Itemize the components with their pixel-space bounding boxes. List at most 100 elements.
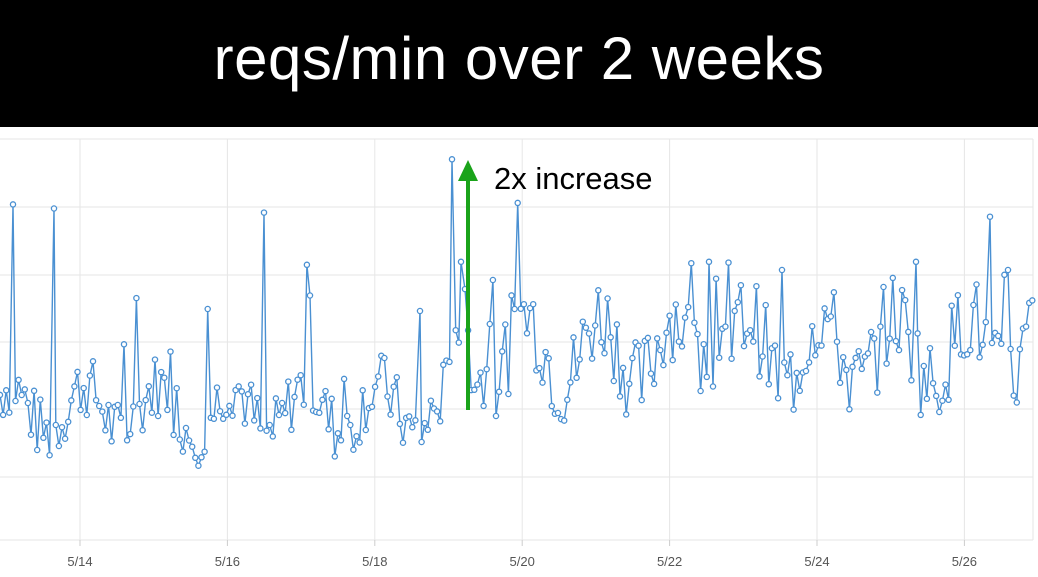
data-point: [300, 401, 308, 408]
data-point: [675, 338, 683, 345]
series-markers: [0, 156, 1036, 469]
data-point: [986, 213, 994, 220]
data-point: [728, 355, 735, 362]
data-point: [353, 432, 360, 440]
data-point: [418, 438, 425, 446]
data-point: [520, 300, 528, 308]
data-point: [629, 354, 636, 362]
data-point: [929, 379, 937, 387]
data-point: [740, 342, 748, 350]
data-point: [123, 437, 131, 444]
series-line: [0, 159, 1033, 468]
data-point: [691, 319, 698, 326]
data-point: [784, 371, 791, 379]
data-point: [2, 387, 10, 394]
data-point: [474, 381, 481, 388]
data-point: [1001, 271, 1008, 279]
data-point: [610, 377, 618, 385]
data-point: [514, 199, 521, 207]
data-point: [436, 418, 444, 425]
data-point: [278, 399, 286, 407]
data-point: [948, 302, 955, 309]
data-point: [912, 258, 920, 266]
data-point: [523, 330, 531, 337]
data-point: [976, 354, 983, 361]
data-point: [433, 408, 441, 415]
data-point: [998, 340, 1005, 348]
data-point: [89, 358, 97, 365]
data-point: [709, 383, 717, 390]
data-point: [102, 427, 109, 434]
data-point: [179, 448, 187, 455]
data-point: [306, 292, 314, 299]
data-point: [291, 393, 298, 401]
data-point: [226, 402, 233, 410]
data-point: [457, 258, 465, 266]
data-point: [347, 421, 354, 429]
data-point: [650, 380, 658, 388]
data-point: [316, 409, 323, 417]
data-point: [616, 393, 624, 400]
data-point: [254, 394, 261, 402]
annotation-arrow-head: [458, 160, 478, 181]
data-point: [58, 423, 66, 431]
data-point: [793, 369, 800, 377]
data-point: [0, 411, 7, 419]
data-point: [40, 434, 47, 442]
data-point: [756, 373, 763, 380]
data-point: [210, 415, 218, 423]
data-point: [50, 205, 58, 212]
data-point: [970, 301, 977, 309]
data-point: [920, 362, 928, 370]
data-point: [753, 282, 760, 290]
data-point: [517, 305, 525, 313]
data-point: [387, 411, 394, 418]
data-point: [188, 443, 196, 450]
data-point: [802, 367, 810, 375]
data-point: [936, 408, 943, 416]
data-point: [529, 300, 537, 308]
data-point: [511, 305, 518, 313]
data-point: [95, 402, 103, 410]
data-point: [266, 421, 273, 429]
data-point: [1013, 399, 1021, 406]
data-point: [554, 409, 562, 417]
data-point: [722, 323, 729, 330]
data-point: [994, 332, 1002, 340]
data-point: [18, 391, 25, 399]
data-point: [697, 387, 704, 395]
data-point: [705, 258, 713, 266]
data-point: [412, 417, 419, 424]
data-point: [626, 380, 633, 388]
data-point: [269, 433, 277, 440]
data-point: [954, 291, 962, 299]
data-point: [560, 417, 568, 424]
data-point: [579, 318, 587, 325]
x-tick-label: 5/14: [67, 554, 92, 569]
data-point: [452, 326, 459, 334]
data-point: [539, 379, 546, 386]
data-point: [591, 322, 599, 329]
data-point: [331, 453, 339, 460]
data-point: [77, 406, 84, 414]
data-point: [598, 338, 605, 346]
x-tick-label: 5/16: [215, 554, 240, 569]
data-point: [812, 352, 819, 359]
data-point: [672, 301, 680, 308]
data-point: [653, 335, 661, 342]
data-point: [1022, 323, 1030, 330]
data-point: [567, 379, 574, 386]
data-point: [241, 420, 249, 427]
data-point: [244, 390, 252, 398]
data-point: [455, 339, 463, 346]
data-point: [390, 383, 397, 390]
data-point: [774, 394, 782, 402]
data-point: [343, 412, 351, 420]
data-point: [201, 448, 208, 455]
data-point: [573, 374, 580, 382]
data-point: [1016, 345, 1024, 353]
data-point: [715, 354, 723, 361]
data-point: [867, 328, 875, 336]
data-point: [542, 348, 549, 356]
data-point: [895, 346, 903, 354]
